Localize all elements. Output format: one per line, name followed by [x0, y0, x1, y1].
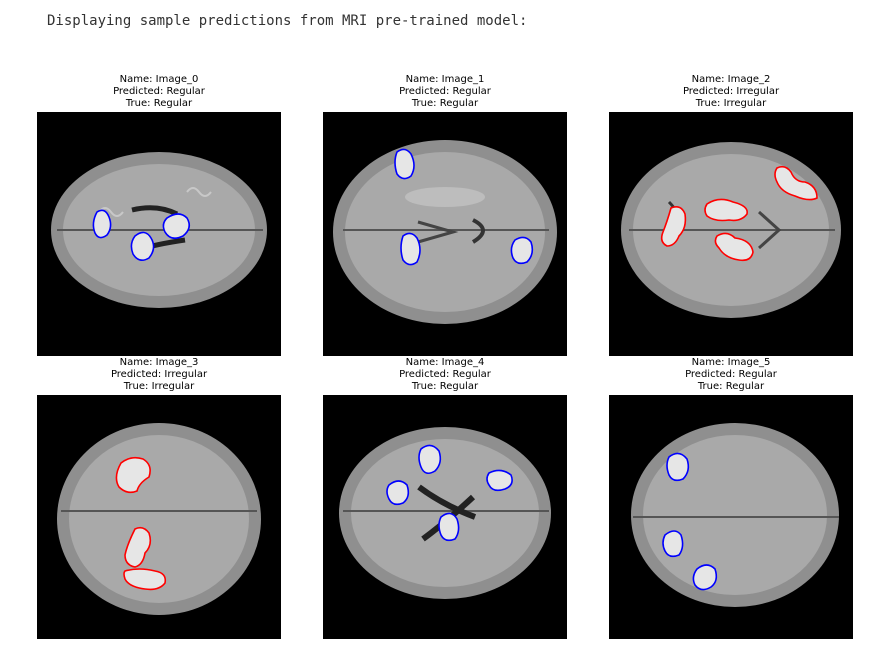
predicted-label: Predicted: Irregular — [682, 86, 780, 97]
panel-caption: Name: Image_0 Predicted: Regular True: R… — [37, 74, 281, 110]
panel-caption: Name: Image_2 Predicted: Irregular True:… — [609, 74, 853, 110]
mri-slice-svg — [333, 140, 557, 324]
prediction-panel-1: Name: Image_1 Predicted: Regular True: R… — [323, 74, 567, 356]
predicted-label: Predicted: Regular — [685, 369, 777, 380]
panel-caption: Name: Image_4 Predicted: Regular True: R… — [323, 357, 567, 393]
mri-slice-svg — [57, 423, 261, 615]
mri-image — [609, 395, 853, 639]
mri-slice-svg — [631, 423, 839, 607]
true-label: True: Irregular — [695, 98, 767, 109]
image-name-label: Name: Image_1 — [405, 74, 485, 85]
predicted-label: Predicted: Irregular — [110, 369, 208, 380]
image-name-label: Name: Image_3 — [119, 357, 199, 368]
mri-image — [323, 112, 567, 356]
true-label: True: Regular — [697, 381, 765, 392]
prediction-panel-5: Name: Image_5 Predicted: Regular True: R… — [609, 357, 853, 639]
output-header-text: Displaying sample predictions from MRI p… — [47, 13, 528, 29]
predicted-label: Predicted: Regular — [113, 86, 205, 97]
mri-slice-svg — [51, 152, 267, 308]
prediction-panel-0: Name: Image_0 Predicted: Regular True: R… — [37, 74, 281, 356]
mri-slice-svg — [621, 142, 841, 318]
predicted-label: Predicted: Regular — [399, 86, 491, 97]
image-name-label: Name: Image_4 — [405, 357, 485, 368]
prediction-panel-4: Name: Image_4 Predicted: Regular True: R… — [323, 357, 567, 639]
true-label: True: Regular — [411, 98, 479, 109]
image-name-label: Name: Image_0 — [119, 74, 199, 85]
panel-caption: Name: Image_1 Predicted: Regular True: R… — [323, 74, 567, 110]
mri-slice-svg — [339, 427, 551, 599]
prediction-panel-2: Name: Image_2 Predicted: Irregular True:… — [609, 74, 853, 356]
image-name-label: Name: Image_2 — [691, 74, 771, 85]
true-label: True: Irregular — [123, 381, 195, 392]
true-label: True: Regular — [125, 98, 193, 109]
mri-image — [323, 395, 567, 639]
mri-image — [37, 395, 281, 639]
panel-caption: Name: Image_3 Predicted: Irregular True:… — [37, 357, 281, 393]
prediction-panel-3: Name: Image_3 Predicted: Irregular True:… — [37, 357, 281, 639]
image-name-label: Name: Image_5 — [691, 357, 771, 368]
panel-caption: Name: Image_5 Predicted: Regular True: R… — [609, 357, 853, 393]
true-label: True: Regular — [411, 381, 479, 392]
mri-image — [609, 112, 853, 356]
predicted-label: Predicted: Regular — [399, 369, 491, 380]
mri-image — [37, 112, 281, 356]
